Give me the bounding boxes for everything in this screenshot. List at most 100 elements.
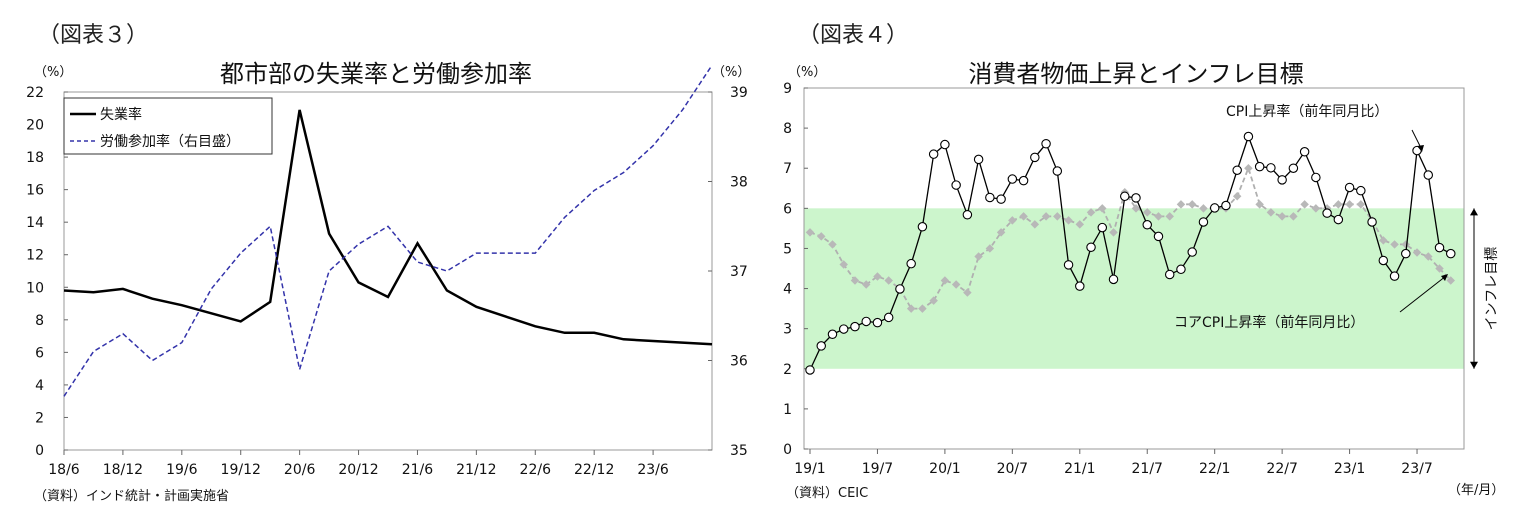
core-cpi-point	[918, 304, 927, 313]
cpi-point	[1097, 222, 1108, 233]
core-cpi-point	[1435, 264, 1444, 273]
core-cpi-point	[951, 280, 961, 289]
core-cpi-point	[963, 288, 972, 297]
core-cpi-point	[1187, 200, 1197, 209]
cpi-point	[895, 284, 905, 294]
x-tick-label: 18/12	[103, 462, 143, 478]
x-tick-label: 19/6	[166, 462, 198, 478]
figure-4-title: 消費者物価上昇とインフレ目標	[968, 60, 1303, 88]
y-left-tick-label: 10	[26, 280, 44, 296]
y-tick-label: 9	[783, 81, 792, 97]
x-tick-label: 22/7	[1266, 461, 1297, 477]
y-tick-label: 0	[783, 442, 792, 458]
y-left-tick-label: 6	[35, 345, 44, 361]
bracket-arrow-bottom	[1470, 361, 1478, 369]
figure-3-title: 都市部の失業率と労働参加率	[220, 60, 532, 88]
y-tick-label: 5	[783, 241, 792, 257]
y-tick-label: 6	[783, 201, 792, 217]
cpi-point	[1344, 182, 1355, 193]
cpi-point	[838, 324, 849, 334]
cpi-point	[962, 210, 973, 220]
cpi-point	[1378, 255, 1389, 266]
cpi-point	[1266, 163, 1276, 173]
y-left-tick-label: 2	[35, 410, 44, 426]
cpi-point	[1176, 264, 1186, 275]
cpi-point	[985, 192, 995, 203]
inflation-target-band	[804, 208, 1464, 369]
y-tick-label: 8	[783, 121, 792, 137]
figure-3-right-axis: 35 36 37 38 39	[708, 85, 748, 459]
cpi-point	[861, 316, 871, 327]
core-cpi-point	[873, 272, 882, 281]
cpi-point	[1153, 231, 1164, 242]
y-left-tick-label: 12	[26, 248, 44, 264]
cpi-point	[917, 222, 928, 232]
annotation-cpi: CPI上昇率（前年同月比）	[1226, 103, 1388, 120]
x-tick-label: 21/12	[456, 462, 496, 478]
y-left-tick-label: 22	[26, 85, 44, 101]
x-tick-label: 19/1	[794, 461, 825, 477]
cpi-point	[872, 317, 883, 328]
cpi-point	[1389, 271, 1400, 281]
bracket-arrow-top	[1470, 208, 1478, 216]
cpi-point	[1187, 247, 1197, 257]
cpi-point	[951, 180, 961, 190]
y-right-tick-label: 38	[730, 175, 748, 191]
x-tick-label: 19/7	[862, 461, 893, 477]
cpi-point	[1356, 185, 1366, 196]
y-tick-label: 3	[783, 322, 792, 338]
cpi-point	[1164, 269, 1175, 280]
x-tick-label: 18/6	[48, 462, 80, 478]
cpi-point	[816, 341, 826, 351]
cpi-point	[1108, 274, 1119, 285]
cpi-point	[1254, 161, 1265, 172]
cpi-point	[1007, 174, 1018, 184]
x-tick-label: 23/1	[1334, 461, 1365, 477]
figure-4: （図表４） 消費者物価上昇とインフレ目標 （%） 0 1 2 3 4 5 6 7 8 9 19/1…	[783, 23, 1504, 501]
cpi-point	[940, 139, 950, 150]
figure-3-series	[63, 64, 713, 397]
figure-4-source-note: （資料）CEIC	[786, 486, 868, 501]
cpi-point	[1063, 260, 1074, 270]
cpi-point	[1142, 220, 1152, 230]
y-left-tick-label: 18	[26, 150, 44, 166]
cpi-point	[1232, 165, 1242, 175]
x-tick-label: 20/7	[997, 461, 1028, 477]
cpi-point	[1288, 163, 1299, 173]
figure-4-y-axis: 0 1 2 3 4 5 6 7 8 9	[783, 81, 808, 458]
x-tick-label: 21/1	[1064, 461, 1095, 477]
core-cpi-point	[839, 260, 848, 269]
figure-4-unit: （%）	[788, 65, 826, 80]
x-tick-label: 22/6	[520, 462, 552, 478]
y-left-tick-label: 4	[35, 378, 44, 394]
core-cpi-point	[1345, 200, 1354, 209]
cpi-point	[1018, 175, 1029, 186]
core-cpi-point	[929, 296, 938, 305]
y-tick-label: 4	[783, 282, 792, 298]
cpi-point	[906, 258, 916, 269]
annotation-core-arrow	[1399, 275, 1447, 313]
y-right-tick-label: 36	[730, 354, 748, 370]
annotation-cpi-arrowhead	[1417, 145, 1424, 152]
core-cpi-point	[1244, 163, 1253, 173]
x-tick-label: 19/12	[221, 462, 261, 478]
legend-label-unemployment: 失業率	[100, 106, 142, 123]
x-tick-label: 23/7	[1401, 461, 1432, 477]
figure-4-label: （図表４）	[798, 23, 908, 48]
cpi-point	[1209, 203, 1220, 213]
core-cpi-point	[1446, 276, 1456, 285]
core-cpi-point	[1334, 200, 1343, 209]
y-right-tick-label: 35	[730, 443, 748, 459]
cpi-point	[928, 149, 939, 159]
y-right-tick-label: 37	[730, 264, 748, 280]
cpi-point	[1322, 208, 1332, 218]
x-tick-label: 20/12	[338, 462, 378, 478]
cpi-point	[1333, 214, 1344, 225]
y-tick-label: 1	[783, 402, 792, 418]
cpi-point	[1041, 139, 1051, 149]
cpi-point	[1401, 248, 1411, 259]
y-tick-label: 2	[783, 362, 792, 378]
x-tick-label: 21/6	[402, 462, 434, 478]
cpi-point	[1052, 166, 1063, 176]
annotation-core-cpi: コアCPI上昇率（前年同月比）	[1174, 314, 1364, 331]
